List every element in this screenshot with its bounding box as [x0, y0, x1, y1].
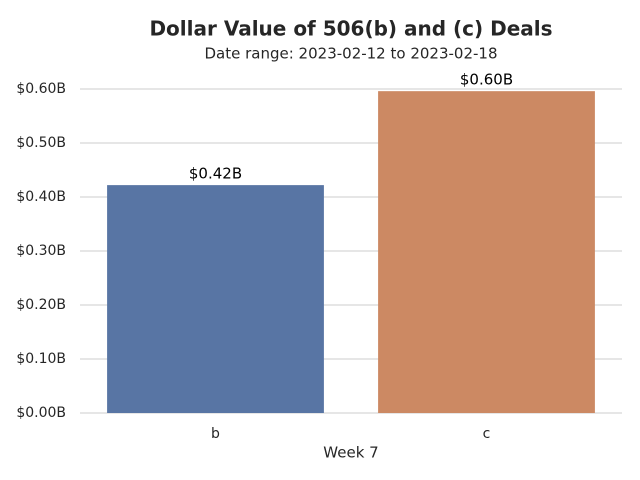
y-tick-label: $0.30B [16, 243, 66, 259]
y-tick-label: $0.60B [16, 81, 66, 97]
value-label: $0.60B [460, 71, 513, 89]
x-axis-label: Week 7 [323, 444, 378, 462]
y-tick-label: $0.20B [16, 297, 66, 313]
bar [107, 185, 324, 413]
bar [378, 91, 595, 413]
y-tick-label: $0.10B [16, 351, 66, 367]
chart-title: Dollar Value of 506(b) and (c) Deals [149, 17, 552, 41]
y-tick-label: $0.00B [16, 405, 66, 421]
x-tick-label: b [211, 426, 220, 442]
y-tick-label: $0.50B [16, 135, 66, 151]
value-label: $0.42B [189, 165, 242, 183]
y-tick-label: $0.40B [16, 189, 66, 205]
x-tick-label: c [483, 426, 491, 442]
chart-subtitle: Date range: 2023-02-12 to 2023-02-18 [205, 45, 498, 63]
